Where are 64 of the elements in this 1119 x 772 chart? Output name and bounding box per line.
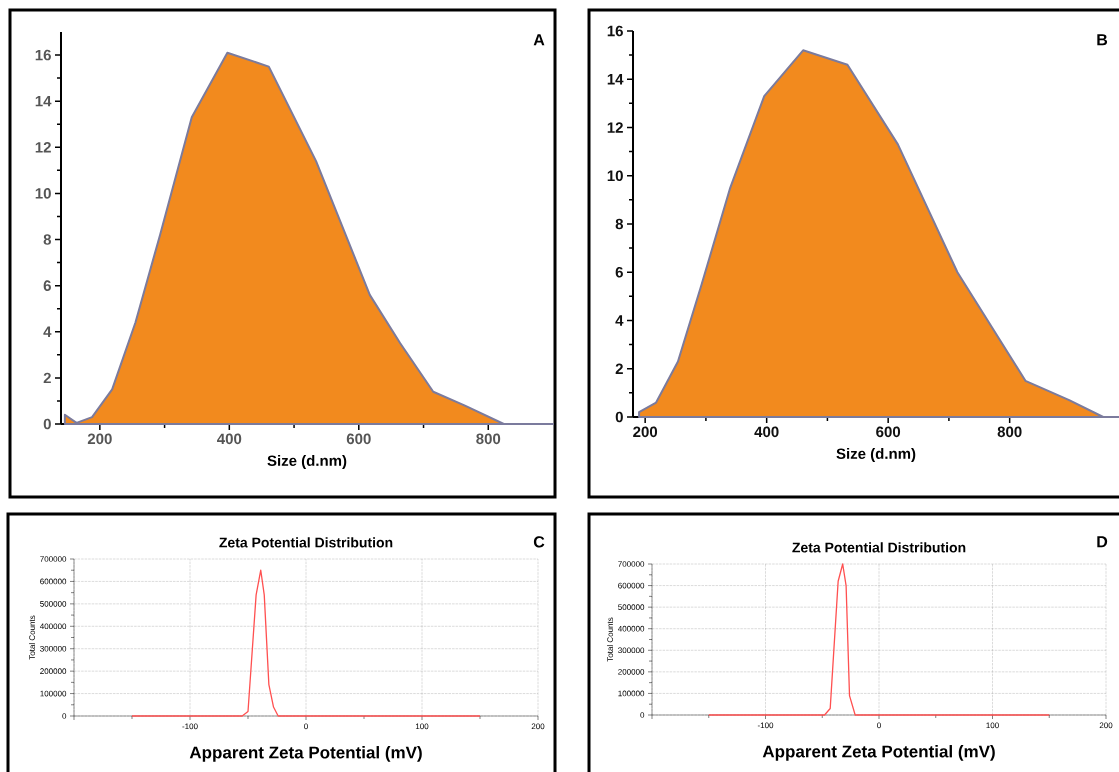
y-axis-title: Total Counts [607, 617, 613, 662]
x-tick-label: 800 [476, 433, 501, 445]
x-axis-title: Apparent Zeta Potential (mV) [762, 745, 995, 761]
y-tick-label: 10 [607, 170, 623, 182]
x-tick-label: 600 [876, 426, 901, 438]
y-tick-label: 16 [35, 49, 51, 61]
y-tick-label: 300000 [618, 647, 645, 654]
y-tick-label: 4 [43, 326, 52, 337]
y-tick-label: 400000 [617, 625, 645, 632]
y-tick-label: 12 [607, 122, 623, 133]
x-tick-label: 400 [217, 433, 242, 445]
y-tick-label: 2 [615, 363, 623, 374]
x-axis-title: Apparent Zeta Potential (mV) [189, 746, 422, 762]
chart-title: Zeta Potential Distribution [792, 542, 966, 553]
y-tick-label: 6 [615, 266, 623, 278]
x-tick-label: 200 [531, 723, 545, 730]
y-tick-label: 14 [35, 96, 52, 107]
y-tick-label: 2 [43, 372, 51, 384]
y-axis-title: Total Counts [29, 615, 35, 660]
y-tick-label: 0 [43, 418, 51, 430]
line-series [708, 563, 1050, 716]
y-tick-label: 6 [43, 280, 51, 291]
line-series [131, 569, 481, 717]
y-tick-label: 0 [640, 712, 645, 718]
y-tick-label: 600000 [40, 578, 67, 585]
y-tick-label: 4 [615, 315, 624, 326]
x-tick-label: 100 [415, 723, 429, 730]
annotation: A [533, 34, 545, 46]
x-tick-label: 600 [346, 433, 371, 445]
y-tick-label: 12 [35, 142, 51, 153]
annotation: B [1097, 34, 1108, 46]
x-tick-label: 0 [304, 723, 308, 730]
y-tick-label: 200000 [40, 668, 67, 674]
y-tick-label: 400000 [39, 623, 67, 630]
x-tick-label: 800 [997, 426, 1022, 438]
y-tick-label: 8 [43, 234, 52, 245]
y-tick-label: 100000 [40, 690, 67, 697]
x-tick-label: 0 [877, 722, 881, 729]
x-tick-label: -100 [182, 723, 198, 730]
y-tick-label: 500000 [40, 601, 67, 607]
x-tick-label: 100 [986, 722, 999, 729]
y-tick-label: 14 [607, 74, 624, 85]
x-axis-title: Size (d.nm) [836, 447, 916, 462]
y-tick-label: 100000 [618, 690, 645, 697]
x-tick-label: 400 [754, 426, 779, 438]
y-tick-label: 0 [62, 713, 67, 719]
x-tick-label: 200 [1099, 722, 1113, 729]
y-tick-label: 16 [607, 25, 623, 37]
y-tick-label: 300000 [40, 645, 67, 652]
text: D [1097, 536, 1108, 548]
y-tick-label: 8 [615, 218, 624, 230]
x-tick-label: 200 [87, 433, 112, 445]
x-axis-title: Size (d.nm) [267, 454, 347, 469]
y-tick-label: 200000 [618, 669, 645, 675]
y-tick-label: 700000 [40, 556, 67, 562]
y-tick-label: 500000 [618, 604, 645, 610]
x-tick-label: 200 [633, 426, 658, 438]
y-tick-label: 0 [615, 411, 623, 423]
text: C [533, 536, 545, 548]
chart-title: Zeta Potential Distribution [219, 537, 393, 548]
y-tick-label: 600000 [618, 582, 645, 589]
y-tick-label: 700000 [618, 561, 645, 567]
y-tick-label: 10 [35, 188, 51, 199]
x-tick-label: -100 [757, 722, 774, 729]
